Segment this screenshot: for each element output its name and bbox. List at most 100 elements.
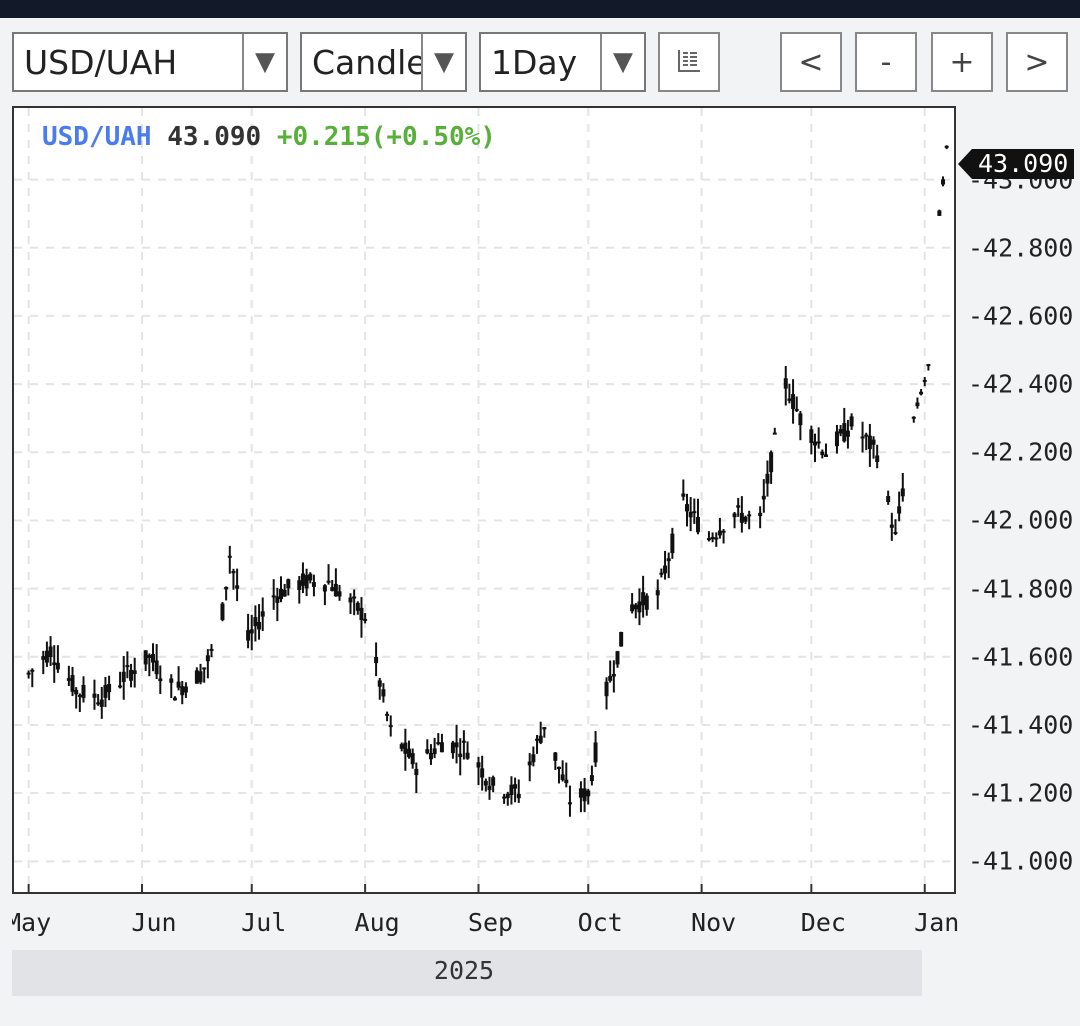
candle-body: [388, 725, 393, 728]
candle-body: [235, 585, 240, 589]
candle-body: [158, 678, 163, 682]
candle-body: [81, 684, 86, 699]
candle-body: [864, 434, 869, 437]
candle-body: [205, 655, 210, 662]
candle-body: [834, 431, 839, 447]
candle-body: [326, 580, 331, 583]
candle-body: [355, 602, 360, 611]
candle-body: [55, 662, 60, 670]
candle-body: [183, 686, 188, 693]
x-tick-label: Nov: [691, 908, 737, 937]
candle-body: [414, 768, 419, 776]
candle-body: [227, 555, 232, 558]
candle-body: [209, 648, 214, 651]
y-tick-label: -41.600: [968, 642, 1074, 672]
y-tick-label: -42.600: [968, 301, 1074, 331]
candle-body: [611, 674, 616, 677]
price-chart: [14, 108, 954, 892]
candle-body: [377, 680, 382, 687]
chevron-down-icon[interactable]: ▼: [242, 34, 286, 90]
candle-body: [842, 423, 847, 442]
zoom-out-button[interactable]: -: [855, 32, 917, 92]
candle-body: [758, 512, 763, 517]
candle-body: [99, 699, 104, 707]
candle-body: [542, 727, 547, 730]
candle-body: [154, 660, 159, 675]
candle-body: [531, 754, 536, 763]
candle-body: [889, 524, 894, 528]
candle-body: [450, 742, 455, 754]
candle-body: [798, 413, 803, 426]
candle-body: [538, 735, 543, 743]
symbol-select[interactable]: USD/UAH ▼: [12, 32, 288, 92]
candle-body: [271, 595, 276, 598]
candle-body: [224, 586, 229, 590]
candle-body: [816, 441, 821, 444]
candle-body: [491, 777, 496, 786]
chart-type-select[interactable]: Candle ▼: [300, 32, 467, 92]
candle-body: [260, 611, 265, 617]
y-tick-label: -42.400: [968, 369, 1074, 399]
candle-body: [820, 451, 825, 456]
candle-body: [670, 533, 675, 554]
candle-body: [147, 655, 152, 659]
scroll-right-button[interactable]: >: [1006, 32, 1068, 92]
candle-body: [363, 618, 368, 621]
last-price-label: 43.090: [972, 149, 1075, 179]
candle-body: [659, 572, 664, 575]
candle-body: [867, 435, 872, 450]
candle-body: [282, 589, 287, 597]
candle-body: [330, 587, 335, 591]
y-tick-label: -41.200: [968, 778, 1074, 808]
candle-body: [461, 740, 466, 743]
candle-body: [692, 511, 697, 514]
candle-body: [143, 650, 148, 665]
candle-body: [77, 694, 82, 697]
candle-body: [194, 670, 199, 684]
candle-body: [337, 591, 342, 597]
candle-body: [688, 511, 693, 518]
interval-select[interactable]: 1Day ▼: [479, 32, 646, 92]
candle-body: [172, 697, 177, 701]
candle-body: [941, 179, 946, 185]
candle-body: [246, 630, 251, 641]
x-tick-label: Sep: [467, 908, 514, 937]
y-tick-label: -41.400: [968, 710, 1074, 740]
scroll-left-button[interactable]: <: [780, 32, 842, 92]
candle-body: [845, 430, 850, 437]
y-tick-label: -41.000: [968, 846, 1074, 876]
chevron-down-icon[interactable]: ▼: [600, 34, 644, 90]
zoom-in-button[interactable]: +: [931, 32, 993, 92]
candle-body: [275, 596, 280, 603]
candle-body: [41, 656, 46, 660]
candle-body: [787, 398, 792, 401]
candle-body: [202, 667, 207, 670]
candle-body: [322, 585, 327, 592]
candle-body: [739, 512, 744, 523]
x-tick-label: Dec: [800, 908, 846, 937]
candle-body: [714, 537, 719, 540]
candle-body: [527, 761, 532, 766]
candle-body: [26, 672, 31, 675]
data-table-icon: [678, 50, 700, 72]
x-tick-label: May: [6, 908, 52, 937]
chevron-down-icon[interactable]: ▼: [421, 34, 465, 90]
candle-body: [52, 662, 57, 666]
candle-body: [761, 495, 766, 500]
candle-body: [886, 495, 891, 502]
candle-body: [458, 753, 463, 758]
candle-body: [176, 681, 181, 688]
candle-body: [425, 749, 430, 754]
candle-body: [747, 514, 752, 517]
year-scrollbar[interactable]: [12, 950, 922, 996]
x-tick-label: Oct: [577, 908, 623, 937]
chart-plot-area[interactable]: [12, 106, 956, 894]
candle-body: [129, 669, 134, 681]
data-table-button[interactable]: [658, 32, 720, 92]
candle-body: [838, 429, 843, 434]
candle-body: [937, 210, 942, 216]
chart-legend: USD/UAH 43.090 +0.215(+0.50%): [42, 122, 496, 152]
candle-body: [103, 684, 108, 698]
candle-body: [663, 565, 668, 574]
chart-type-select-value: Candle: [312, 42, 421, 82]
